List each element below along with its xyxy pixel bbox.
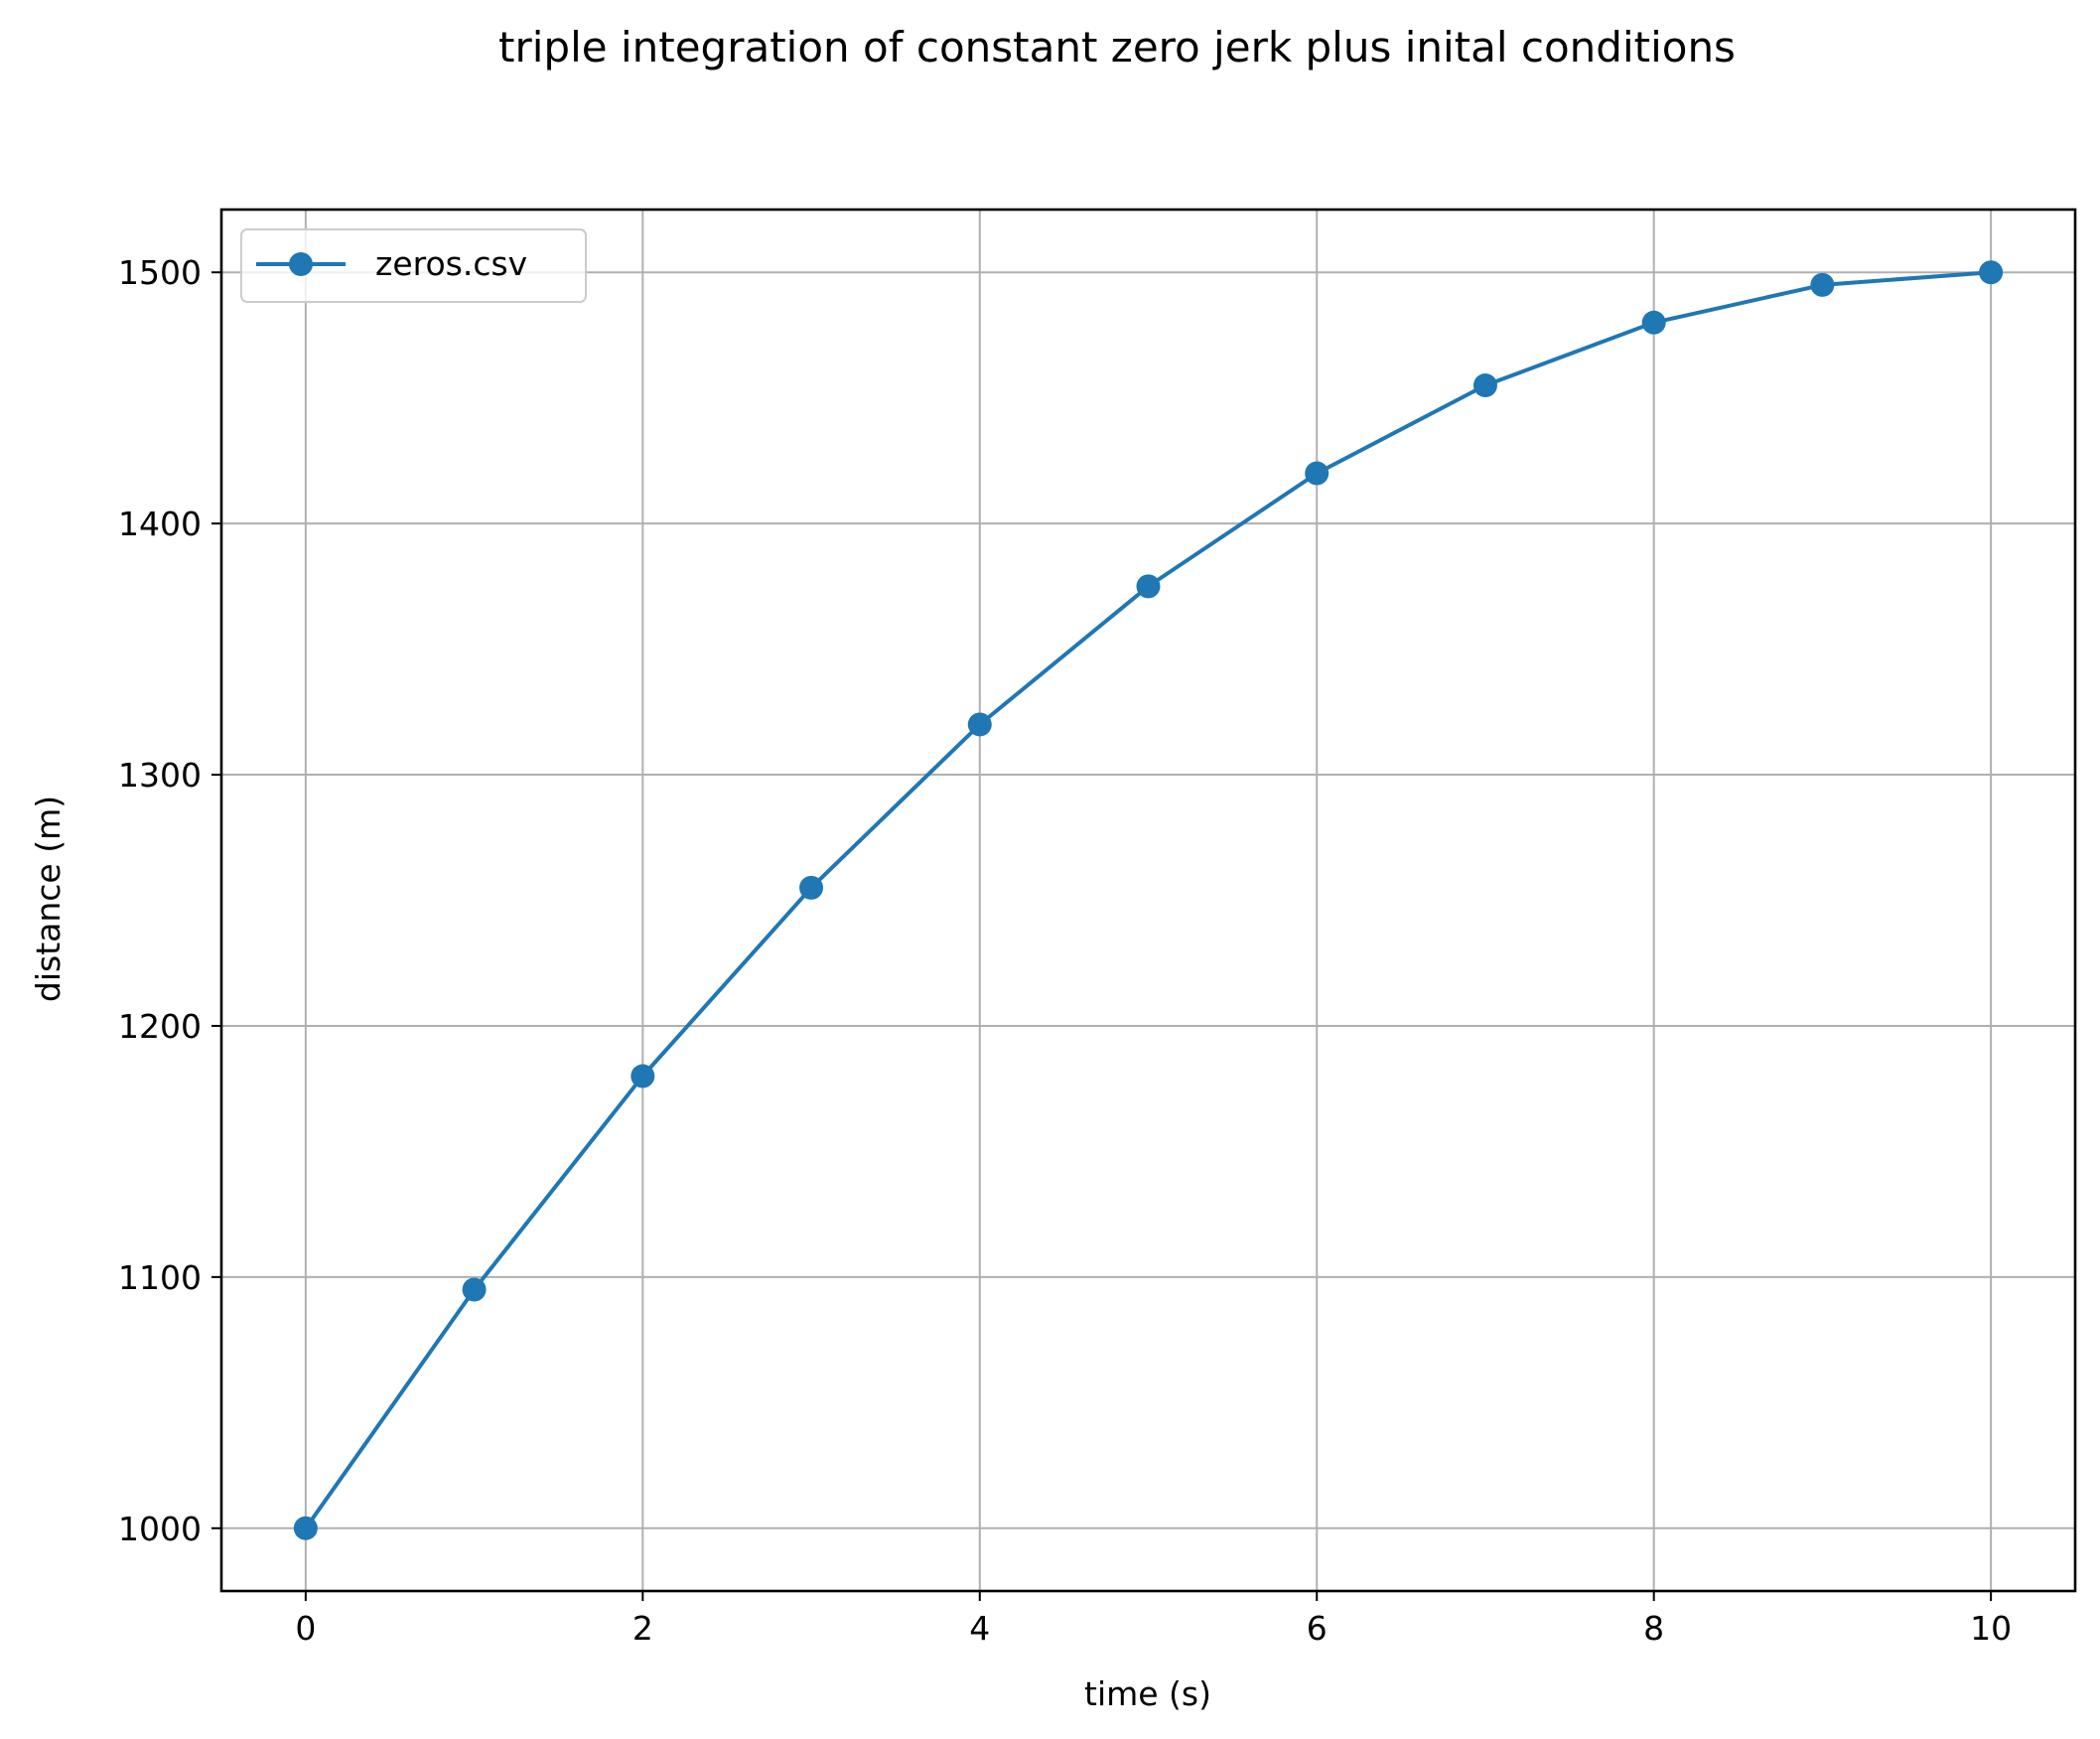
data-point (1641, 310, 1666, 335)
y-tick-label: 1000 (118, 1510, 202, 1548)
data-point (293, 1516, 318, 1540)
data-point (1305, 461, 1330, 486)
axis-ticks: 0 2 4 6 8 10 1000 1100 1200 1300 1400 1500 (118, 253, 2012, 1648)
y-tick-label: 1100 (118, 1258, 202, 1297)
y-tick-label: 1500 (118, 253, 202, 292)
x-tick-label: 4 (969, 1609, 990, 1648)
series-layer (293, 260, 2004, 1540)
y-tick-label: 1200 (118, 1007, 202, 1046)
data-point (1810, 272, 1835, 297)
y-axis-label: distance (m) (29, 796, 68, 1002)
x-tick-label: 0 (295, 1609, 316, 1648)
data-point (630, 1064, 655, 1088)
grid (221, 210, 2075, 1591)
data-point (462, 1277, 487, 1302)
x-tick-label: 2 (632, 1609, 653, 1648)
x-tick-label: 6 (1307, 1609, 1328, 1648)
x-tick-label: 10 (1970, 1609, 2012, 1648)
y-tick-label: 1300 (118, 756, 202, 795)
legend: zeros.csv (240, 228, 587, 303)
data-point (799, 875, 824, 900)
legend-box (240, 228, 587, 303)
data-point (1472, 373, 1497, 398)
x-axis-label: time (s) (1084, 1674, 1211, 1713)
legend-marker (289, 252, 313, 276)
y-tick-label: 1400 (118, 505, 202, 543)
x-tick-label: 8 (1643, 1609, 1664, 1648)
data-point (1979, 260, 2004, 285)
chart-title: triple integration of constant zero jerk… (498, 23, 1736, 72)
data-point (1136, 574, 1161, 599)
data-point (967, 712, 992, 737)
legend-label: zeros.csv (375, 244, 527, 283)
plot-frame (219, 208, 2077, 1593)
